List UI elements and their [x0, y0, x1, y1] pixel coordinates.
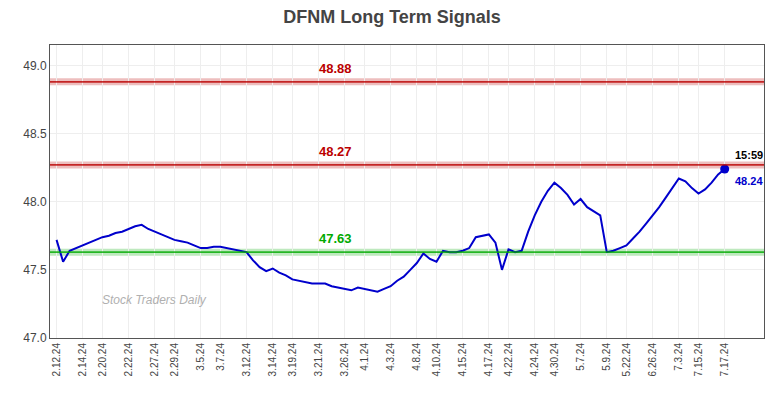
svg-text:47.0: 47.0	[23, 331, 47, 345]
svg-text:5.22.24: 5.22.24	[621, 343, 632, 377]
svg-text:4.1.24: 4.1.24	[359, 343, 370, 371]
svg-text:48.5: 48.5	[23, 127, 47, 141]
svg-text:2.20.24: 2.20.24	[97, 343, 108, 377]
svg-text:2.22.24: 2.22.24	[123, 343, 134, 377]
svg-text:4.22.24: 4.22.24	[503, 343, 514, 377]
svg-text:2.27.24: 2.27.24	[149, 343, 160, 377]
svg-text:7.3.24: 7.3.24	[673, 343, 684, 371]
svg-text:48.88: 48.88	[319, 61, 352, 76]
svg-text:48.24: 48.24	[735, 175, 763, 187]
svg-text:4.3.24: 4.3.24	[385, 343, 396, 371]
svg-text:7.17.24: 7.17.24	[719, 343, 730, 377]
svg-text:3.14.24: 3.14.24	[267, 343, 278, 377]
svg-text:48.27: 48.27	[319, 144, 352, 159]
svg-text:3.21.24: 3.21.24	[313, 343, 324, 377]
svg-text:3.7.24: 3.7.24	[215, 343, 226, 371]
svg-text:7.15.24: 7.15.24	[693, 343, 704, 377]
svg-text:Stock Traders Daily: Stock Traders Daily	[102, 293, 207, 307]
svg-text:15:59: 15:59	[735, 149, 763, 161]
svg-text:5.9.24: 5.9.24	[601, 343, 612, 371]
svg-text:6.26.24: 6.26.24	[647, 343, 658, 377]
svg-text:49.0: 49.0	[23, 59, 47, 73]
svg-text:5.7.24: 5.7.24	[575, 343, 586, 371]
svg-text:4.8.24: 4.8.24	[411, 343, 422, 371]
svg-text:4.15.24: 4.15.24	[457, 343, 468, 377]
svg-text:48.0: 48.0	[23, 195, 47, 209]
svg-text:3.5.24: 3.5.24	[195, 343, 206, 371]
svg-text:47.5: 47.5	[23, 263, 47, 277]
svg-text:4.30.24: 4.30.24	[549, 343, 560, 377]
svg-text:4.24.24: 4.24.24	[529, 343, 540, 377]
svg-text:4.17.24: 4.17.24	[483, 343, 494, 377]
svg-text:2.14.24: 2.14.24	[77, 343, 88, 377]
svg-text:3.26.24: 3.26.24	[339, 343, 350, 377]
svg-text:3.12.24: 3.12.24	[241, 343, 252, 377]
svg-text:3.19.24: 3.19.24	[287, 343, 298, 377]
svg-text:2.12.24: 2.12.24	[51, 343, 62, 377]
svg-text:2.29.24: 2.29.24	[169, 343, 180, 377]
svg-text:DFNM Long Term Signals: DFNM Long Term Signals	[283, 7, 501, 27]
svg-text:4.10.24: 4.10.24	[431, 343, 442, 377]
svg-text:47.63: 47.63	[319, 231, 352, 246]
